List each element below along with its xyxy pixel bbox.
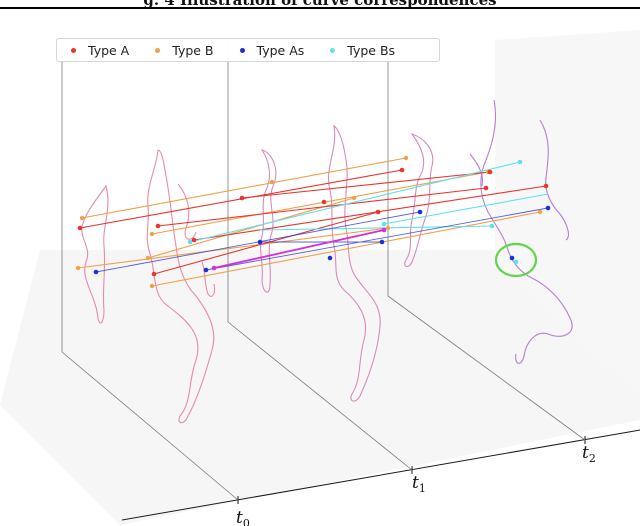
legend-label: Type B — [172, 42, 214, 58]
legend-label: Type A — [88, 42, 130, 58]
dot-marker-icon — [155, 47, 161, 53]
highlight-circle — [494, 242, 538, 278]
type-as-points — [93, 205, 551, 275]
time-label-t0: t0 — [236, 508, 250, 526]
frame-plane-0 — [61, 44, 239, 501]
legend-item-type-a: Type A — [65, 43, 143, 58]
type-a-points — [77, 167, 549, 277]
dot-marker-icon — [239, 47, 245, 53]
time-label-t2: t2 — [582, 443, 596, 465]
time-label-t1: t1 — [412, 473, 426, 495]
highlight-points — [211, 227, 387, 271]
legend-item-type-bs: Type Bs — [324, 43, 409, 58]
type-bs-links — [189, 161, 549, 243]
legend-label: Type As — [256, 42, 305, 58]
frame-plane-2 — [387, 44, 586, 441]
header-rule — [0, 7, 640, 9]
legend-item-type-as: Type As — [234, 43, 319, 58]
floor-plane — [0, 250, 640, 525]
time-axis-line — [121, 429, 640, 521]
dot-marker-icon — [71, 47, 76, 53]
type-bs-points — [187, 159, 523, 265]
frame-plane-1 — [227, 44, 413, 471]
back-wall — [495, 30, 640, 400]
legend-label: Type Bs — [347, 42, 396, 58]
legend-item-type-b: Type B — [149, 43, 227, 58]
legend: Type A Type B Type As Type Bs — [56, 38, 440, 62]
highlight-link — [213, 229, 385, 269]
type-b-links — [77, 157, 541, 287]
dot-marker-icon — [330, 47, 336, 53]
frame-2-curves — [469, 99, 573, 364]
page-header-text: g. 4 Illustration of curve correspondenc… — [143, 0, 497, 9]
